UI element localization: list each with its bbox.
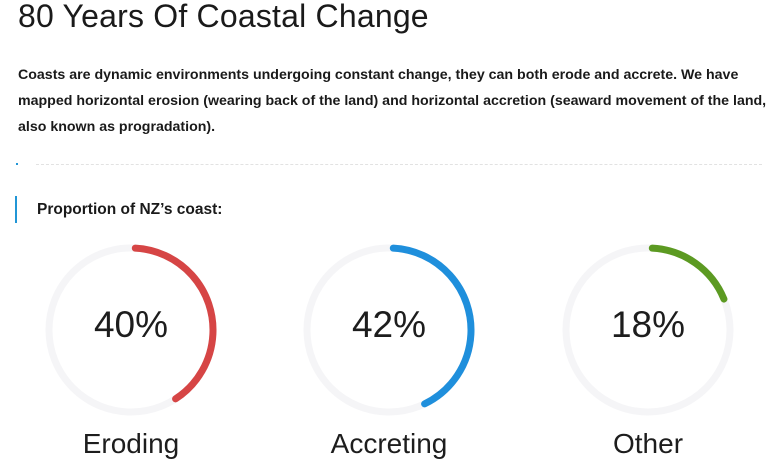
divider <box>36 164 762 165</box>
progress-ring-eroding <box>45 244 217 416</box>
stat-label: Eroding <box>82 428 180 459</box>
stat-label: Other <box>612 428 684 459</box>
intro-text: Coasts are dynamic environments undergoi… <box>18 67 767 135</box>
divider-dot <box>16 163 18 165</box>
ring-arc <box>45 244 217 416</box>
section-subtitle: Proportion of NZ’s coast: <box>37 201 223 218</box>
progress-ring-accreting <box>303 244 475 416</box>
stat-other: 18% Other <box>558 240 738 459</box>
ring-track <box>562 244 734 416</box>
percent-value: 40% <box>93 304 169 345</box>
percent-value: 18% <box>610 304 686 345</box>
ring-arc <box>303 244 475 416</box>
stat-label: Accreting <box>330 428 448 459</box>
stat-accreting: 42% Accreting <box>299 240 479 459</box>
stat-eroding: 40% Eroding <box>41 240 221 459</box>
percent-value: 42% <box>351 304 427 345</box>
progress-ring-other <box>562 244 734 416</box>
subtitle-accent-bar <box>15 196 17 223</box>
ring-arc <box>562 244 734 416</box>
page-title: 80 Years Of Coastal Change <box>18 0 429 34</box>
